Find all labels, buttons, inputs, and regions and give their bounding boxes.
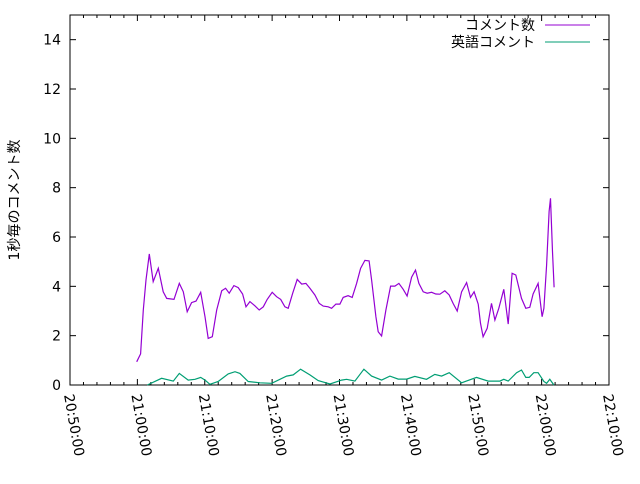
plot-frame: [70, 15, 609, 385]
x-tick-label: 21:50:00: [464, 393, 491, 458]
x-tick-label: 21:10:00: [195, 393, 222, 458]
x-axis: 20:50:00 21:00:00 21:10:00 21:20:00 21:30:00…: [60, 15, 626, 458]
legend-label-1: 英語コメント: [451, 34, 535, 51]
y-tick-label: 4: [52, 279, 61, 295]
y-tick-label: 2: [52, 329, 61, 345]
y-axis: 0 2 4 6 8 10 12 14: [43, 33, 609, 394]
y-tick-label: 12: [43, 82, 61, 98]
series-group: [137, 198, 554, 385]
y-tick-label: 0: [52, 378, 61, 394]
x-tick-label: 21:30:00: [330, 393, 357, 458]
x-tick-label: 20:50:00: [60, 393, 87, 458]
legend: コメント数 英語コメント: [451, 18, 590, 51]
y-tick-label: 14: [43, 33, 61, 49]
y-tick-label: 10: [43, 131, 61, 147]
y-tick-label: 8: [52, 181, 61, 197]
x-tick-label: 21:20:00: [262, 393, 289, 458]
series-line-1: [147, 369, 554, 385]
x-tick-label: 22:00:00: [532, 393, 559, 458]
series-line-0: [137, 198, 554, 361]
x-tick-label: 21:00:00: [127, 393, 154, 458]
y-axis-label: 1秒毎のコメント数: [7, 140, 23, 261]
y-tick-label: 6: [52, 230, 61, 246]
x-tick-label: 21:40:00: [397, 393, 424, 458]
x-tick-label: 22:10:00: [599, 393, 626, 458]
legend-label-0: コメント数: [465, 18, 535, 34]
